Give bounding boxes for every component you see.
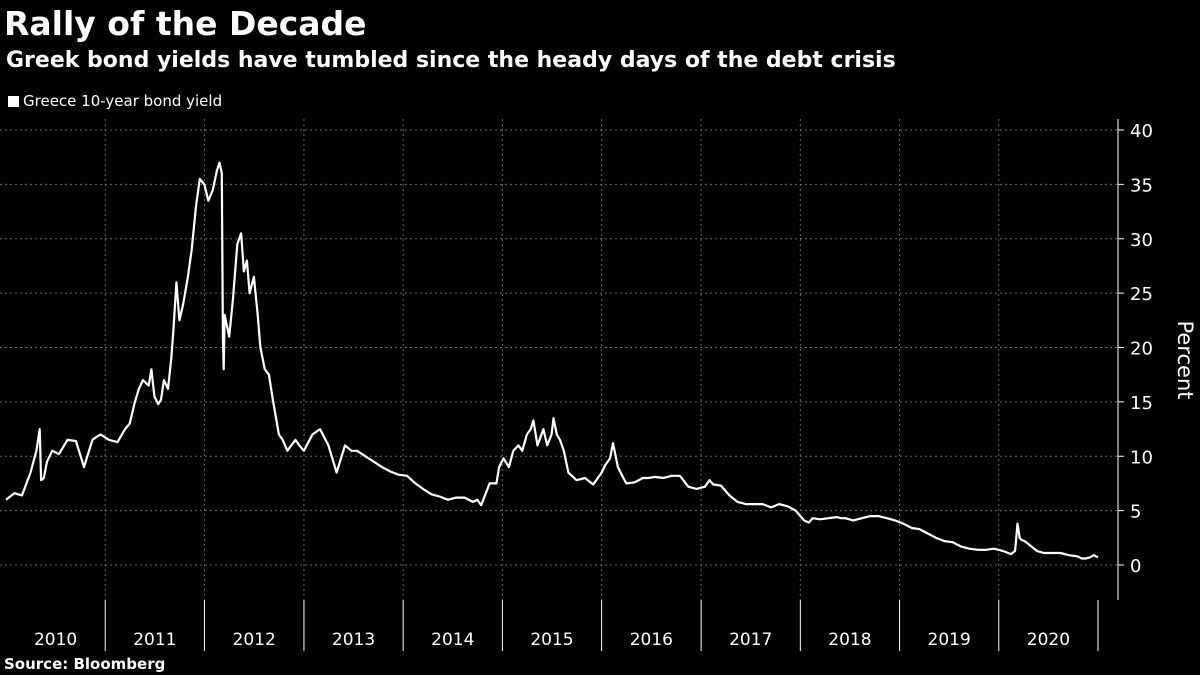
y-axis-label: Percent: [1173, 320, 1197, 399]
y-tick-label: 25: [1130, 284, 1153, 305]
x-tick-label: 2020: [1027, 630, 1070, 650]
legend-label: Greece 10-year bond yield: [23, 92, 223, 110]
source-note: Source: Bloomberg: [4, 655, 166, 673]
legend-swatch: [8, 95, 19, 107]
y-tick-label: 30: [1130, 230, 1153, 251]
y-tick-label: 40: [1130, 121, 1153, 142]
y-tick-label: 5: [1130, 502, 1141, 523]
y-tick-label: 35: [1130, 175, 1153, 196]
x-tick-label: 2015: [530, 630, 573, 650]
x-tick-label: 2017: [729, 630, 772, 650]
x-tick-label: 2019: [928, 630, 971, 650]
x-tick-label: 2016: [630, 630, 673, 650]
x-tick-label: 2010: [34, 630, 77, 650]
chart-title: Rally of the Decade: [4, 4, 367, 43]
series-line: [5, 161, 1099, 560]
x-tick-label: 2012: [233, 630, 276, 650]
y-tick-label: 15: [1130, 393, 1153, 414]
y-tick-label: 10: [1130, 447, 1153, 468]
legend: Greece 10-year bond yield: [8, 92, 222, 110]
chart-subtitle: Greek bond yields have tumbled since the…: [6, 48, 896, 73]
y-tick-label: 0: [1130, 556, 1141, 577]
x-tick-label: 2013: [332, 630, 375, 650]
y-tick-label: 20: [1130, 339, 1153, 360]
x-tick-label: 2011: [133, 630, 176, 650]
x-tick-label: 2014: [431, 630, 474, 650]
x-tick-label: 2018: [828, 630, 871, 650]
